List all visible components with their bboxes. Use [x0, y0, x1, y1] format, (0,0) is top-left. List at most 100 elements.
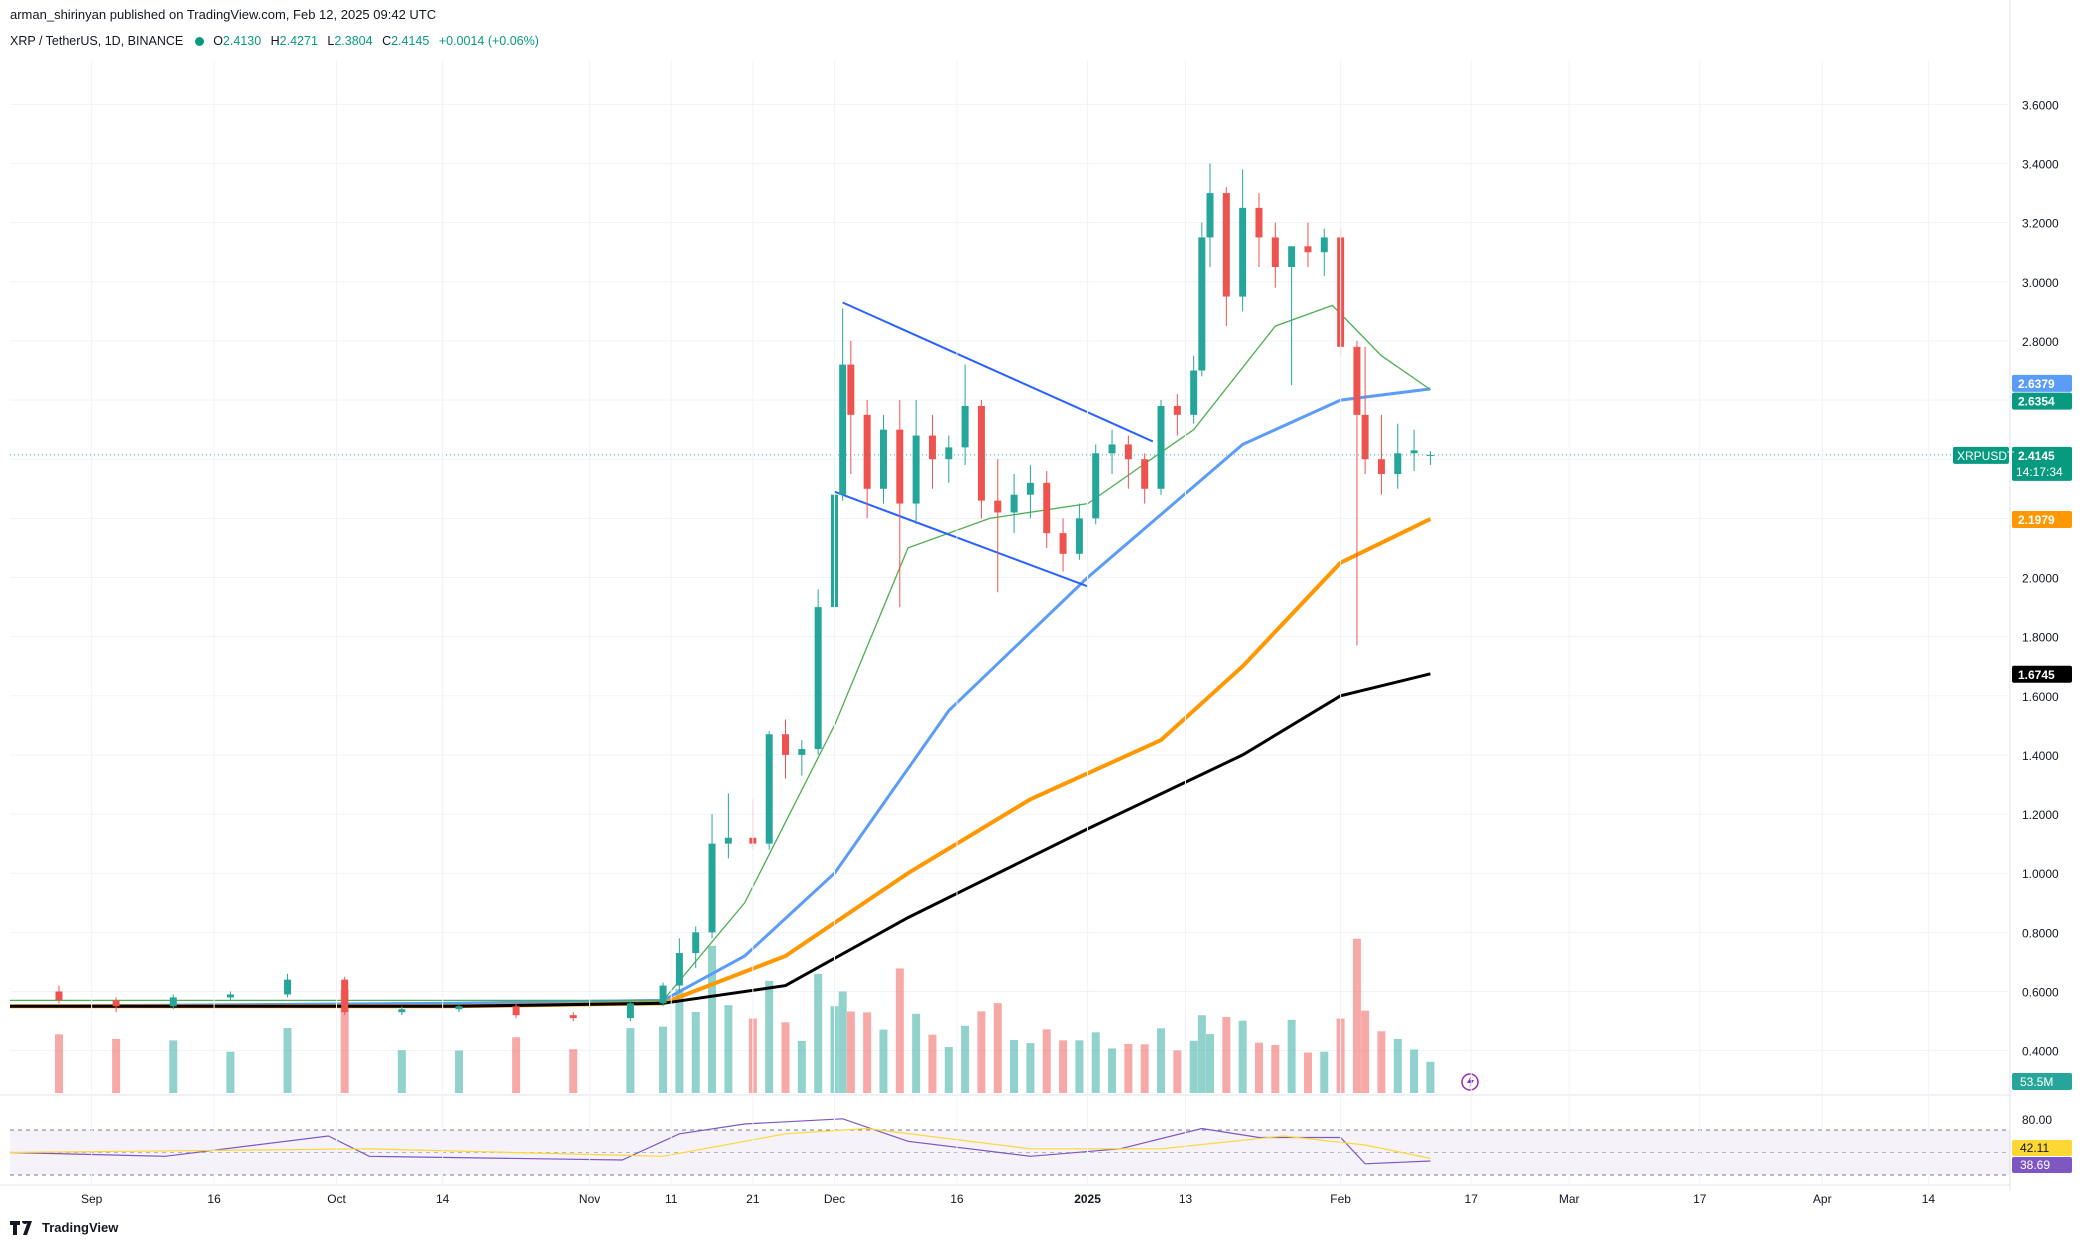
candle-body — [692, 932, 700, 954]
volume-bar — [112, 1038, 121, 1093]
volume-bar — [283, 1028, 292, 1093]
volume-bar — [977, 1011, 986, 1093]
volume-bar — [1377, 1031, 1386, 1093]
candle-body — [398, 1009, 406, 1013]
volume-bar — [797, 1040, 806, 1093]
candle-body — [1239, 207, 1247, 297]
open-value: 2.4130 — [222, 34, 262, 48]
volume-bar — [814, 973, 823, 1093]
volume-label — [2012, 1073, 2072, 1090]
price-countdown-text: 14:17:34 — [2016, 465, 2063, 479]
volume-bar — [397, 1050, 406, 1093]
volume-bar — [1320, 1051, 1329, 1093]
price-tick-label: 3.2000 — [2022, 217, 2059, 231]
candle-body — [1361, 414, 1369, 460]
ma-fast-line — [10, 304, 1431, 1002]
rsi-ma-line — [9, 1127, 1431, 1159]
candle-body — [798, 749, 806, 755]
open-label: O — [213, 34, 223, 48]
volume-bar — [1108, 1048, 1117, 1093]
candle-body — [977, 405, 985, 501]
candle-body — [1206, 193, 1214, 238]
time-tick-label: 11 — [665, 1192, 678, 1206]
volume-bar — [169, 1040, 178, 1093]
volume-bar — [1206, 1034, 1214, 1093]
candle-body — [55, 991, 63, 1001]
price-label-ma_black-text: 1.6745 — [2018, 668, 2055, 682]
time-tick-label: 17 — [1693, 1192, 1707, 1206]
ma-blue-line — [9, 387, 1431, 1008]
time-tick-label: 16 — [207, 1192, 221, 1206]
time-tick-label: 2025 — [1074, 1192, 1101, 1206]
volume-bar — [1059, 1040, 1068, 1093]
time-tick-label: Oct — [327, 1192, 346, 1206]
candle-body — [994, 500, 1002, 513]
price-label-ma_black — [2012, 665, 2072, 683]
volume-bar — [512, 1037, 521, 1093]
price-tick-label: 3.4000 — [2022, 158, 2059, 172]
volume-bar — [895, 968, 904, 1093]
price-label-ma_fast — [2012, 392, 2072, 410]
candle-body — [961, 405, 969, 448]
volume-bar — [928, 1034, 937, 1093]
price-label-ma_blue-text: 2.6379 — [2018, 377, 2055, 391]
candle-body — [847, 364, 855, 415]
rsi-label-rsi_value-text: 38.69 — [2020, 1158, 2050, 1172]
volume-bar — [1075, 1040, 1084, 1093]
candle-body — [659, 985, 667, 1004]
rsi-label-rsi_value — [2012, 1157, 2072, 1173]
candle-body — [1026, 482, 1034, 495]
time-tick-label: Mar — [1559, 1192, 1580, 1206]
volume-bar — [765, 980, 774, 1093]
volume-bar — [863, 1012, 872, 1093]
candle-body — [1394, 453, 1402, 474]
volume-bar — [340, 989, 349, 1093]
price-label-ma_orange — [2012, 510, 2072, 528]
candle-body — [724, 837, 732, 844]
volume-bar — [1042, 1029, 1051, 1093]
volume-bar — [54, 1034, 63, 1093]
price-tick-label: 2.0000 — [2022, 572, 2059, 586]
volume-label-text: 53.5M — [2020, 1075, 2053, 1089]
price-label-last-text: 2.4145 — [2018, 449, 2055, 463]
candle-body — [814, 607, 822, 750]
change-value: +0.0014 (+0.06%) — [438, 34, 539, 48]
trendline-upper[interactable] — [842, 301, 1154, 443]
price-label-ma_blue — [2012, 374, 2072, 392]
volume-bar — [1254, 1042, 1263, 1093]
time-tick-label: Feb — [1330, 1192, 1351, 1206]
price-tick-label: 1.2000 — [2022, 808, 2059, 822]
volume-bar — [1124, 1044, 1133, 1093]
price-tick-label: 3.6000 — [2022, 98, 2059, 112]
candle-body — [1108, 444, 1116, 454]
volume-bar — [1157, 1028, 1166, 1093]
volume-bar — [1026, 1043, 1035, 1093]
price-tick-label: 1.4000 — [2022, 749, 2059, 763]
volume-bar — [838, 991, 847, 1093]
volume-bar — [708, 945, 717, 1093]
volume-bar — [1010, 1039, 1019, 1093]
symbol-title[interactable]: XRP / TetherUS, 1D, BINANCE — [10, 34, 184, 48]
candle-body — [1157, 405, 1165, 489]
candle-body — [512, 1006, 520, 1016]
tradingview-logo[interactable]: TradingView — [10, 1220, 118, 1235]
candle-body — [782, 734, 790, 755]
candle-body — [1304, 246, 1312, 253]
volume-bar — [226, 1051, 235, 1093]
candle-body — [708, 843, 716, 933]
candle-body — [839, 364, 847, 495]
close-value: 2.4145 — [391, 34, 430, 48]
ma-black-line — [10, 672, 1431, 1008]
candle-body — [1377, 459, 1385, 474]
symbol-label — [1953, 446, 2009, 464]
tradingview-logo-icon — [10, 1220, 32, 1235]
symbol-label-text: XRPUSDT — [1957, 449, 2015, 463]
candle-body — [569, 1015, 577, 1019]
candle-body — [675, 953, 683, 986]
trendline-lower[interactable] — [834, 490, 1088, 588]
candle-body — [1141, 459, 1149, 489]
volume-bar — [781, 1022, 790, 1093]
alert-lightning-icon[interactable] — [1461, 1073, 1479, 1091]
volume-bar — [1173, 1050, 1182, 1093]
